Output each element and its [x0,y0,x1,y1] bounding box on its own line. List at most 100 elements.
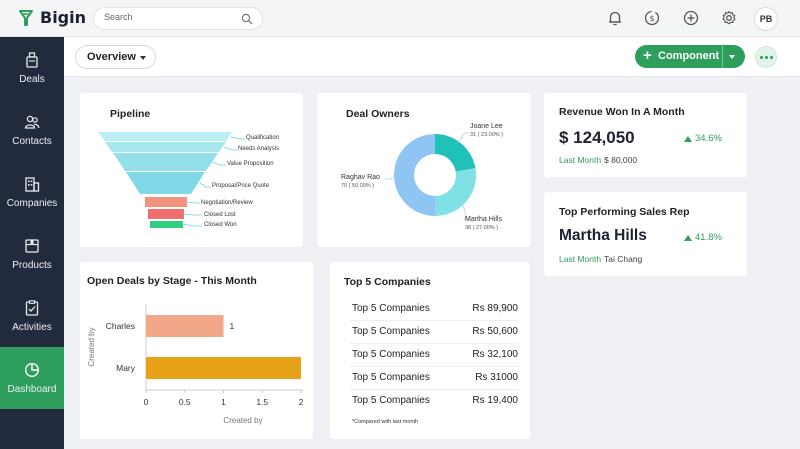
app-logo[interactable]: Bigin [18,8,86,27]
deal-owners-card[interactable]: Deal Owners Joane Lee 31 ( 23.00% ) Ragh… [317,93,531,247]
company-name: Top 5 Companies [352,372,430,383]
sidebar-item-label: Deals [19,74,45,85]
donut-leader-lines [385,132,469,220]
company-name: Top 5 Companies [352,349,430,360]
revenue-cycle-icon[interactable]: $ [643,9,661,27]
top-bar: Bigin $ PB [0,0,800,37]
footnote: *Compared with last month [352,419,419,425]
y-category-label: Charles [106,321,135,331]
open-deals-bar-chart: 0 0.5 1 1.5 2 Charles 1 Mary Created by Created b… [87,304,304,425]
bar-mary[interactable] [146,357,301,379]
x-tick-label: 2 [299,397,304,407]
revenue-compare-label: Last Month [559,155,602,165]
funnel-stage-negotiation[interactable] [145,197,187,207]
gear-icon[interactable] [720,9,738,27]
top-rep-compare-value: Tai Chang [604,254,643,264]
bell-icon[interactable] [606,9,624,27]
add-component-label: Component [658,50,720,62]
dot-icon [759,55,763,59]
open-deals-title: Open Deals by Stage - This Month [87,275,257,287]
revenue-title: Revenue Won In A Month [559,106,685,118]
table-row[interactable]: Top 5 Companies Rs 50,600 [350,326,518,349]
trend-up-icon [684,234,692,241]
funnel-stage-needs-analysis[interactable] [105,142,226,152]
donut-slice-joane-lee[interactable] [435,134,476,172]
add-component-button[interactable]: + Component [635,45,745,68]
pipeline-card[interactable]: Pipeline Qualification Needs Analysis Va… [80,93,303,247]
company-value: Rs 19,400 [472,395,518,406]
top-rep-value: Martha Hills [559,227,647,244]
company-value: Rs 89,900 [472,303,518,314]
deal-owners-title: Deal Owners [346,108,410,120]
sidebar-item-activities[interactable]: Activities [0,285,64,347]
search-icon[interactable] [241,13,253,25]
revenue-delta-value: 34.6% [695,133,722,144]
funnel-label: Negotiation/Review [201,200,253,206]
x-tick-label: 0 [144,397,149,407]
sidebar-item-deals[interactable]: Deals [0,37,64,99]
user-avatar[interactable]: PB [754,7,778,31]
revenue-compare-value: $ 80,000 [604,155,638,165]
component-dropdown-icon[interactable] [729,55,735,59]
funnel-label: Needs Analysis [238,146,280,152]
revenue-card[interactable]: Revenue Won In A Month $ 124,050 34.6% L… [544,93,747,177]
more-options-button[interactable] [755,46,777,68]
row-divider [350,389,518,390]
company-name: Top 5 Companies [352,303,430,314]
company-name: Top 5 Companies [352,395,430,406]
donut-value: 31 ( 23.00% ) [470,132,504,138]
table-row[interactable]: Top 5 Companies Rs 32,100 [350,349,518,372]
revenue-value: $ 124,050 [559,128,635,147]
open-deals-card[interactable]: Open Deals by Stage - This Month 0 0.5 1 1.… [80,262,313,439]
search-box[interactable] [93,7,263,30]
funnel-stage-closed-won[interactable] [150,221,183,228]
top-rep-card[interactable]: Top Performing Sales Rep Martha Hills 41… [544,192,747,276]
dot-icon [769,55,773,59]
view-select-value: Overview [87,51,136,63]
sidebar-item-label: Activities [12,322,52,333]
funnel-stage-closed-lost[interactable] [148,209,184,219]
company-value: Rs 50,600 [472,326,518,337]
pie-chart-icon [24,362,40,378]
add-circle-icon[interactable] [682,9,700,27]
sidebar-item-dashboard[interactable]: Dashboard [0,347,64,409]
sidebar-item-contacts[interactable]: Contacts [0,99,64,161]
funnel-stage-proposal[interactable] [126,172,205,194]
view-select[interactable]: Overview [75,45,156,69]
donut-value: 38 ( 27.00% ) [465,225,499,231]
sidebar-item-products[interactable]: Products [0,223,64,285]
checklist-icon [25,300,39,316]
svg-text:$: $ [649,14,654,23]
row-divider [350,320,518,321]
top-companies-card[interactable]: Top 5 Companies Top 5 Companies Rs 89,90… [330,262,530,439]
plus-icon: + [643,47,652,64]
donut-value: 70 ( 50.00% ) [341,183,375,189]
sidebar-item-label: Dashboard [7,384,57,395]
x-tick-label: 1 [221,397,226,407]
donut-slice-raghav-rao[interactable] [393,134,436,216]
sidebar-item-label: Companies [6,198,58,209]
search-input[interactable] [104,12,234,22]
donut-label: Raghav Rao [341,174,380,181]
top-rep-compare-label: Last Month [559,254,602,264]
x-axis-title: Created by [223,416,262,425]
dashboard-header: Overview + Component [64,37,800,77]
funnel-label: Qualification [246,135,280,141]
chevron-down-icon [140,56,146,60]
row-divider [350,343,518,344]
table-row[interactable]: Top 5 Companies Rs 31000 [350,372,518,395]
deal-owners-donut [385,132,476,220]
x-tick-label: 0.5 [179,397,191,407]
funnel-stage-qualification[interactable] [98,132,232,141]
row-divider [350,366,518,367]
funnel-stage-value-proposition[interactable] [113,153,218,171]
bar-charles[interactable] [146,315,224,337]
sidebar-item-companies[interactable]: Companies [0,161,64,223]
top-rep-title: Top Performing Sales Rep [559,206,690,218]
revenue-delta: 34.6% [684,133,722,144]
table-row[interactable]: Top 5 Companies Rs 89,900 [350,303,518,326]
table-row[interactable]: Top 5 Companies Rs 19,400 [350,395,518,418]
pipeline-funnel [98,132,245,228]
donut-slice-martha-hills[interactable] [435,168,476,216]
bar-data-label: 1 [230,321,235,331]
